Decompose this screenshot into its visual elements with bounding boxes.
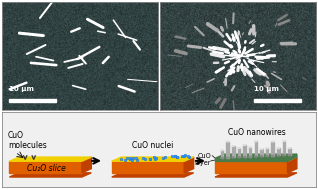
Bar <box>221 150 223 158</box>
Bar <box>277 148 280 156</box>
Bar <box>283 141 285 155</box>
Bar <box>272 142 274 156</box>
Ellipse shape <box>254 141 257 142</box>
Bar <box>254 99 301 102</box>
Polygon shape <box>215 173 297 177</box>
Polygon shape <box>287 157 297 173</box>
Polygon shape <box>10 161 82 173</box>
Text: CuO nanowires: CuO nanowires <box>228 128 286 137</box>
Ellipse shape <box>272 155 274 156</box>
Bar <box>243 145 246 157</box>
Polygon shape <box>82 157 91 173</box>
Bar <box>266 148 268 156</box>
Ellipse shape <box>254 156 257 157</box>
Ellipse shape <box>221 150 223 151</box>
Bar <box>226 142 229 158</box>
Ellipse shape <box>226 157 229 158</box>
Ellipse shape <box>243 156 246 157</box>
Ellipse shape <box>277 148 280 149</box>
Text: Cu₂O slice: Cu₂O slice <box>27 164 66 173</box>
Polygon shape <box>215 161 287 173</box>
Bar <box>238 148 240 157</box>
Polygon shape <box>184 157 194 173</box>
Polygon shape <box>112 157 194 161</box>
Text: 10 μm: 10 μm <box>10 86 34 92</box>
Text: 10 μm: 10 μm <box>254 86 279 92</box>
Ellipse shape <box>226 141 229 142</box>
Bar <box>232 146 234 157</box>
Polygon shape <box>112 173 194 177</box>
Ellipse shape <box>249 147 252 148</box>
Polygon shape <box>10 157 91 161</box>
Text: CuO nuclei: CuO nuclei <box>132 141 173 150</box>
Polygon shape <box>112 161 184 173</box>
Bar <box>249 147 252 157</box>
Ellipse shape <box>243 145 246 146</box>
Ellipse shape <box>272 141 274 142</box>
Text: CuO
layer: CuO layer <box>195 153 211 166</box>
Polygon shape <box>10 173 91 177</box>
Text: CuO
molecules: CuO molecules <box>8 131 47 150</box>
Ellipse shape <box>238 157 240 158</box>
Ellipse shape <box>283 155 285 156</box>
Polygon shape <box>287 154 297 161</box>
Bar <box>260 149 263 156</box>
Ellipse shape <box>288 148 291 149</box>
Ellipse shape <box>277 155 280 156</box>
Bar <box>254 141 257 156</box>
Bar <box>10 99 56 102</box>
Ellipse shape <box>232 157 234 158</box>
Ellipse shape <box>249 156 252 157</box>
Ellipse shape <box>266 148 268 149</box>
Bar <box>288 148 291 155</box>
Ellipse shape <box>238 148 240 149</box>
Polygon shape <box>215 154 297 158</box>
Polygon shape <box>215 157 297 161</box>
Polygon shape <box>215 158 287 161</box>
